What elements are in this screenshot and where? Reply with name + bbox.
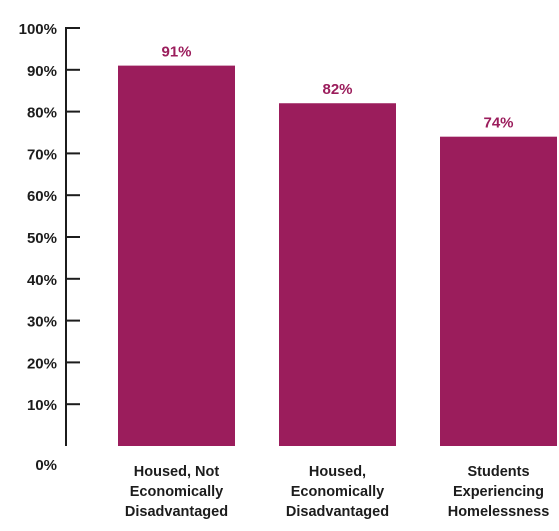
category-label-line: Experiencing	[453, 484, 544, 500]
category-label-line: Disadvantaged	[286, 504, 389, 520]
category-label: Students Experiencing Homelessness	[448, 464, 550, 520]
bar	[118, 65, 235, 447]
y-tick-label: 70%	[27, 146, 57, 163]
category-label-line: Students	[467, 464, 529, 480]
category-label-line: Economically	[130, 484, 223, 500]
category-label-line: Economically	[291, 484, 384, 500]
y-tick-label: 0%	[35, 457, 57, 474]
category-label-line: Housed,	[309, 464, 366, 480]
data-labels: 91% 82% 74%	[161, 44, 513, 132]
y-tick-label: 20%	[27, 355, 57, 372]
y-axis: 0% 10% 20% 30% 40% 50% 60% 70% 80% 90% 100%	[19, 21, 80, 474]
bar-value-label: 74%	[483, 115, 513, 132]
y-tick-label: 50%	[27, 230, 57, 247]
category-label-line: Disadvantaged	[125, 504, 228, 520]
y-tick-label: 90%	[27, 63, 57, 80]
category-label-line: Housed, Not	[134, 464, 220, 480]
bar-value-label: 82%	[322, 81, 352, 98]
bars	[118, 65, 557, 447]
category-label: Housed, Economically Disadvantaged	[286, 464, 389, 520]
category-label: Housed, Not Economically Disadvantaged	[125, 464, 228, 520]
y-tick-label: 40%	[27, 272, 57, 289]
y-tick-label: 30%	[27, 314, 57, 331]
bar-value-label: 91%	[161, 44, 191, 61]
category-label-line: Homelessness	[448, 504, 550, 520]
bar	[440, 136, 557, 446]
y-tick-label: 10%	[27, 397, 57, 414]
bar	[279, 103, 396, 447]
y-tick-label: 60%	[27, 188, 57, 205]
y-tick-label: 100%	[19, 21, 57, 38]
y-tick-label: 80%	[27, 105, 57, 122]
x-axis-labels: Housed, NotEconomicallyDisadvantagedHous…	[125, 464, 549, 520]
